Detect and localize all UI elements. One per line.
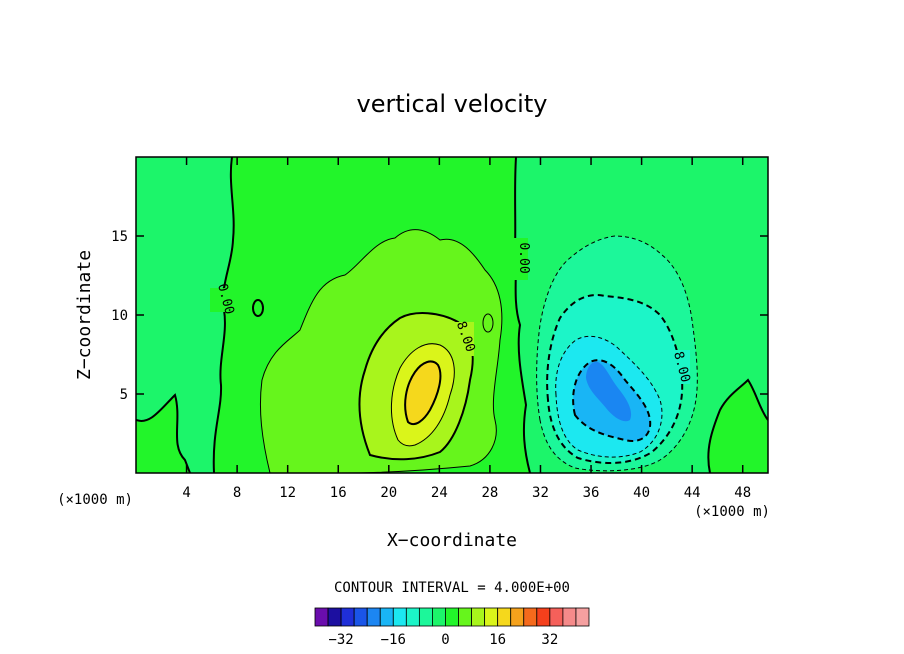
colorbar-tick-label: −32 bbox=[328, 632, 353, 648]
x-tick-label: 12 bbox=[279, 485, 296, 501]
colorbar bbox=[314, 607, 590, 627]
contour-line-minus8 bbox=[546, 294, 684, 464]
colorbar-swatch bbox=[484, 607, 499, 627]
colorbar-swatch bbox=[379, 607, 394, 627]
contour-line-16 bbox=[404, 360, 442, 426]
x-tick-label: 8 bbox=[233, 485, 241, 501]
colorbar-tick-label: 32 bbox=[541, 632, 558, 648]
contour-labels: 0.00 0.00 8.00 8.00 bbox=[210, 238, 693, 384]
contour-field: 0.00 0.00 8.00 8.00 bbox=[136, 157, 768, 473]
x-axis-ticks: 4 8 12 16 20 24 28 32 36 40 44 48 bbox=[182, 157, 751, 501]
x-tick-label: 16 bbox=[330, 485, 347, 501]
y-axis-unit: (×1000 m) bbox=[57, 492, 133, 508]
band-minus20-minus16 bbox=[586, 361, 632, 422]
colorbar-swatch bbox=[314, 607, 329, 627]
colorbar-swatch bbox=[575, 607, 590, 627]
x-tick-label: 44 bbox=[684, 485, 701, 501]
y-axis-ticks: 5 10 15 bbox=[111, 229, 768, 403]
x-tick-label: 4 bbox=[182, 485, 190, 501]
x-axis-label: X−coordinate bbox=[387, 530, 517, 551]
x-tick-label: 20 bbox=[380, 485, 397, 501]
y-tick-label: 5 bbox=[120, 387, 128, 403]
band-0-4-right bbox=[708, 380, 768, 473]
contour-line-4 bbox=[259, 229, 503, 473]
x-tick-label: 28 bbox=[481, 485, 498, 501]
contour-line-zero-right bbox=[707, 378, 768, 473]
contour-line-minus16 bbox=[572, 359, 652, 442]
colorbar-swatch bbox=[562, 607, 577, 627]
colorbar-swatch bbox=[497, 607, 512, 627]
contour-label-zero-center: 0.00 bbox=[516, 242, 531, 273]
y-tick-label: 10 bbox=[111, 308, 128, 324]
band-16-20 bbox=[405, 361, 441, 425]
x-tick-label: 48 bbox=[734, 485, 751, 501]
colorbar-ticks: −32 −16 0 16 32 bbox=[328, 632, 558, 648]
colorbar-swatch bbox=[445, 607, 459, 627]
colorbar-swatch bbox=[432, 607, 446, 627]
colorbar-tick-label: 0 bbox=[441, 632, 449, 648]
y-axis-label: Z−coordinate bbox=[74, 250, 95, 380]
contour-line-zero-left-lower bbox=[136, 393, 191, 473]
contour-interval-text: CONTOUR INTERVAL = 4.000E+00 bbox=[334, 580, 570, 596]
x-axis-unit: (×1000 m) bbox=[694, 504, 770, 520]
colorbar-swatch bbox=[340, 607, 355, 627]
colorbar-swatch bbox=[366, 607, 381, 627]
x-tick-label: 40 bbox=[633, 485, 650, 501]
colorbar-swatch bbox=[327, 607, 342, 627]
colorbar-swatch bbox=[353, 607, 368, 627]
colorbar-swatch bbox=[523, 607, 538, 627]
contour-line-12 bbox=[390, 343, 455, 447]
colorbar-tick-label: 16 bbox=[489, 632, 506, 648]
colorbar-tick-label: −16 bbox=[381, 632, 406, 648]
y-tick-label: 15 bbox=[111, 229, 128, 245]
colorbar-swatch bbox=[458, 607, 472, 627]
contour-line-zero-center bbox=[513, 157, 531, 473]
x-tick-label: 36 bbox=[583, 485, 600, 501]
colorbar-swatch bbox=[510, 607, 525, 627]
colorbar-swatch bbox=[392, 607, 407, 627]
colorbar-swatch bbox=[549, 607, 564, 627]
colorbar-swatch bbox=[536, 607, 551, 627]
contour-line-minus4 bbox=[536, 235, 698, 472]
colorbar-swatch bbox=[405, 607, 420, 627]
contour-line-zero-small-loop bbox=[252, 299, 264, 317]
contour-line-minus12 bbox=[555, 335, 663, 458]
contour-line-4-small-loop bbox=[482, 313, 494, 333]
x-tick-label: 32 bbox=[532, 485, 549, 501]
colorbar-swatch bbox=[471, 607, 486, 627]
colorbar-swatch bbox=[418, 607, 433, 627]
chart-title: vertical velocity bbox=[357, 90, 548, 118]
x-tick-label: 24 bbox=[431, 485, 448, 501]
